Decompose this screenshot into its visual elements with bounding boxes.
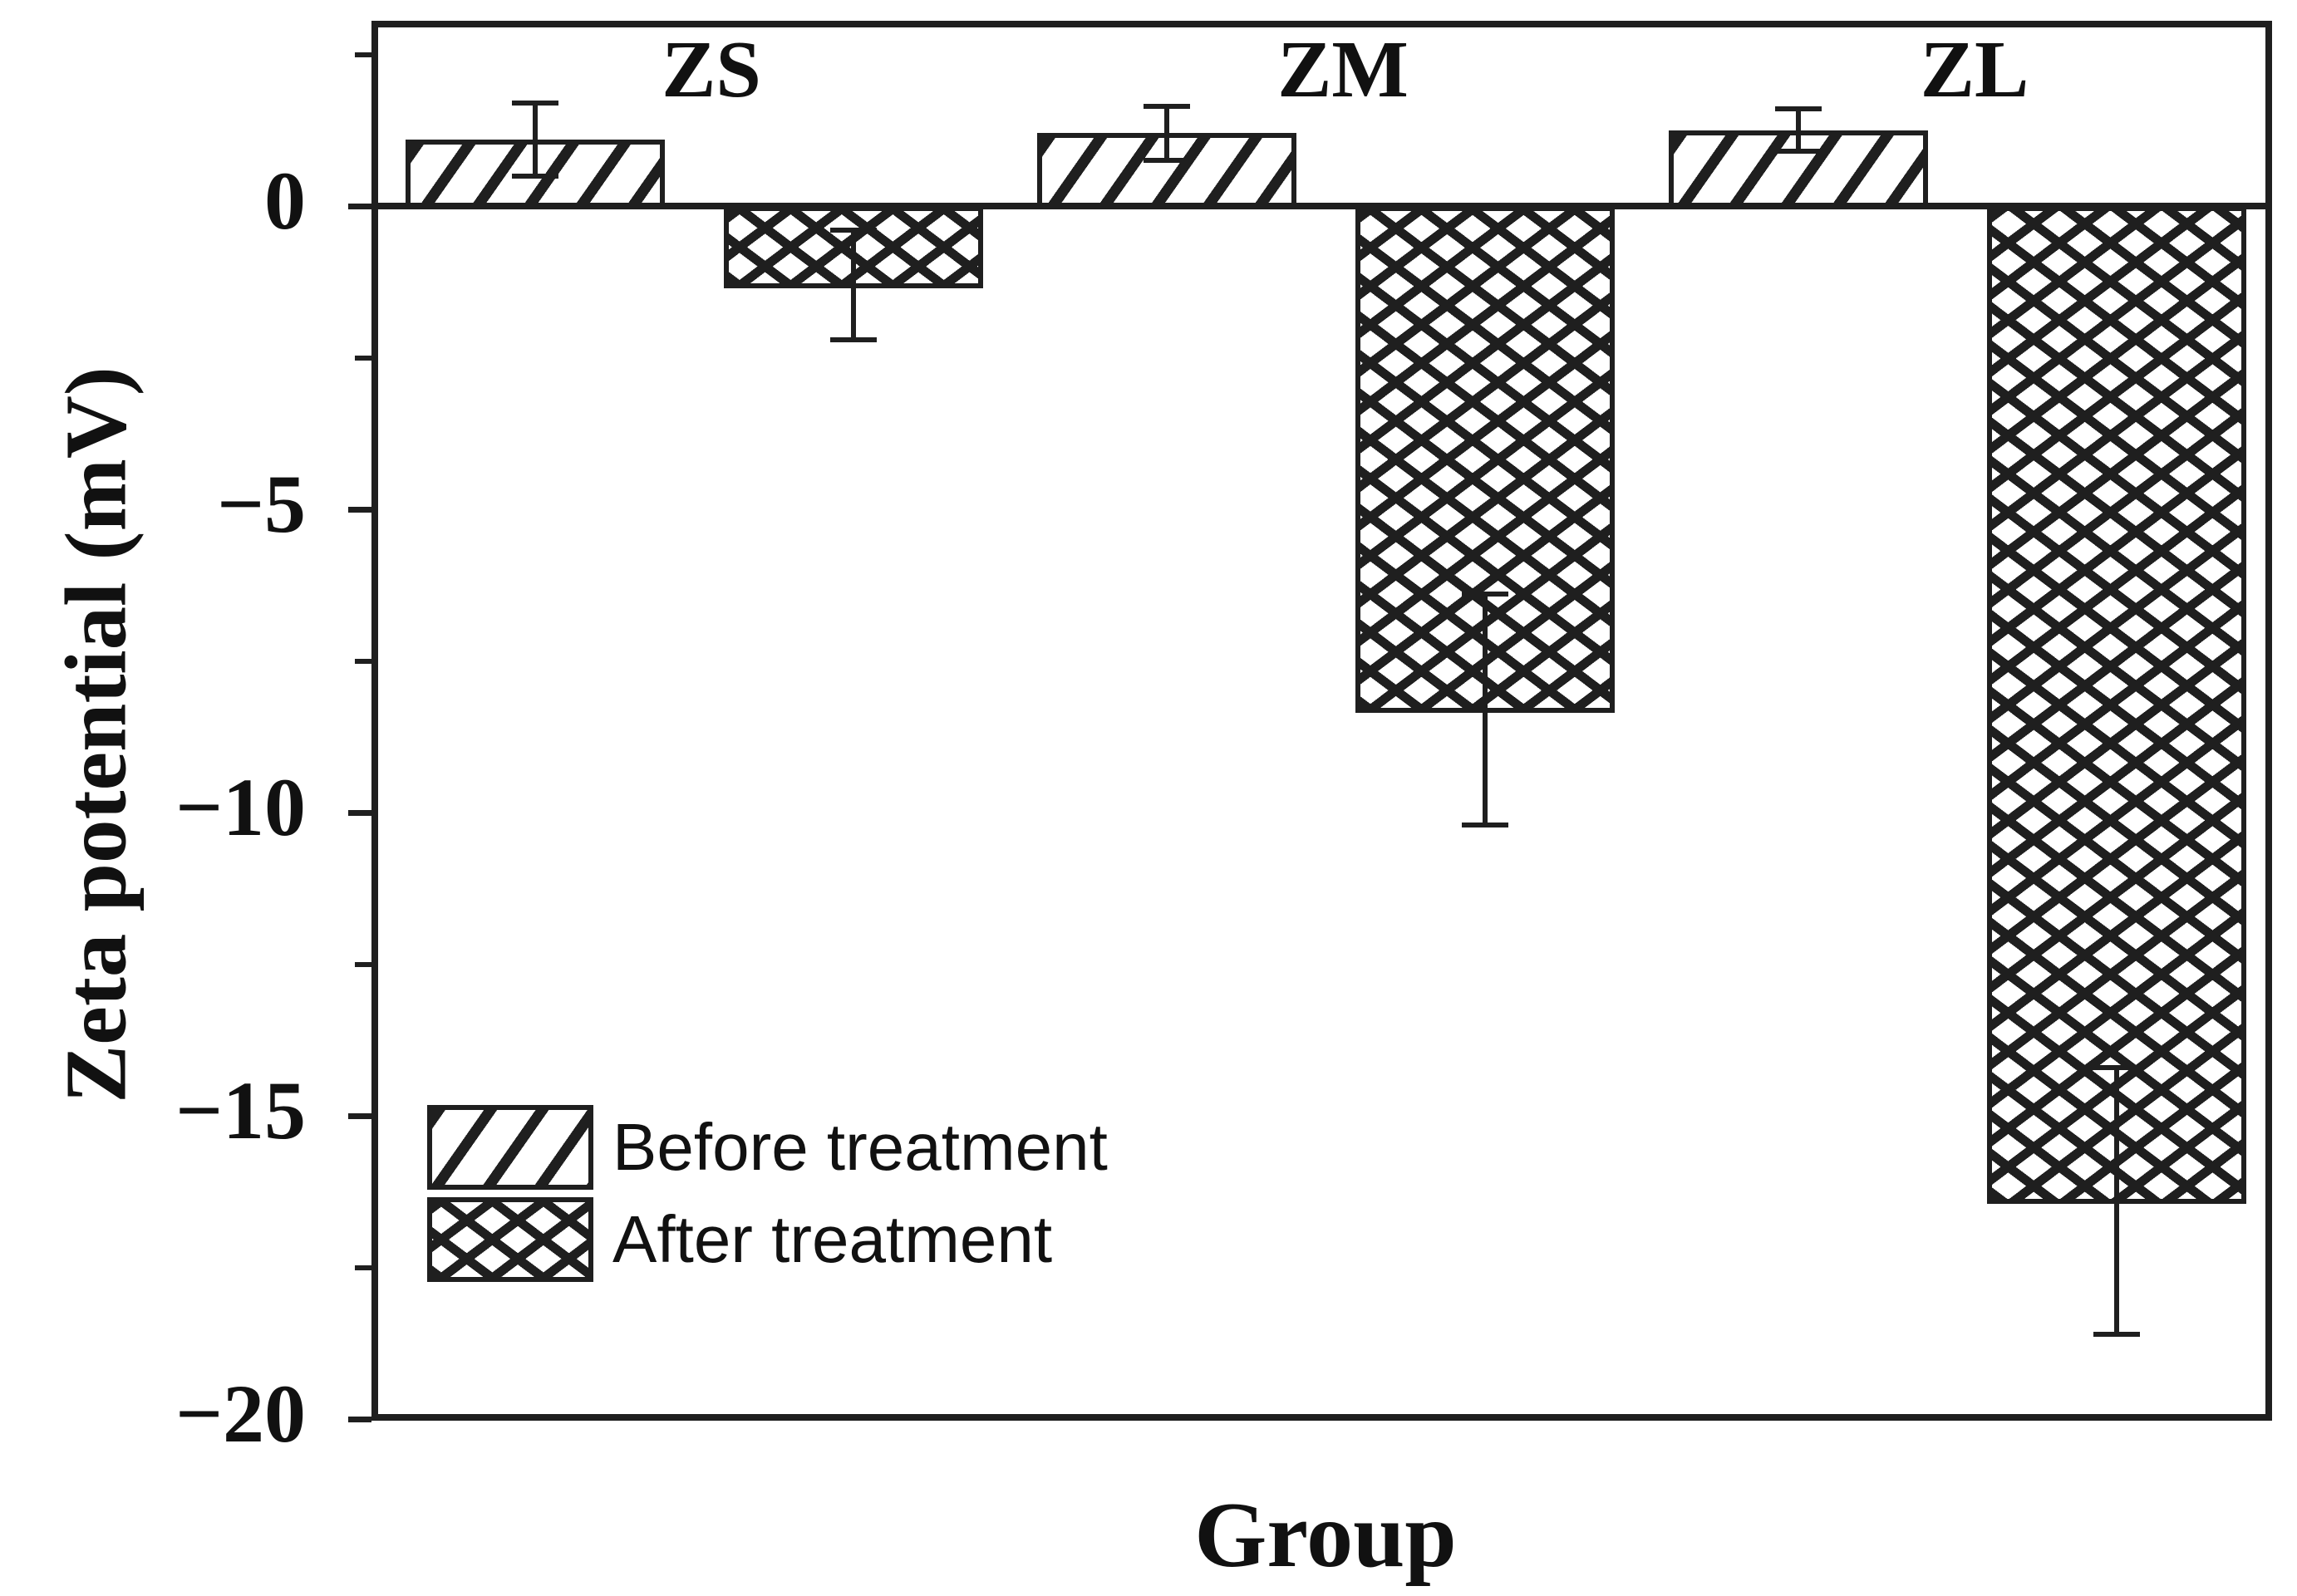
error-bar-zs-after	[851, 230, 856, 340]
group-label-zm: ZM	[1277, 25, 1409, 115]
bar-zl-after	[1987, 206, 2246, 1205]
error-bar-zl-after	[2114, 1067, 2119, 1334]
zero-baseline	[375, 203, 2272, 209]
y-major-tick-−20	[348, 1416, 371, 1422]
y-minor-tick-−2.5	[355, 355, 371, 361]
error-cap-upper-zs-after	[830, 228, 877, 233]
y-tick-label-−20: −20	[175, 1368, 306, 1460]
y-tick-label-−10: −10	[175, 761, 306, 853]
y-minor-tick-−12.5	[355, 961, 371, 967]
y-tick-label-−5: −5	[217, 458, 306, 550]
group-label-zs: ZS	[662, 25, 761, 115]
legend-swatch-before-diagonal-hatch-icon	[427, 1105, 593, 1190]
error-cap-lower-zl-after	[2093, 1331, 2140, 1337]
y-tick-label-−15: −15	[175, 1064, 306, 1156]
error-cap-upper-zs-before	[512, 100, 558, 106]
error-cap-lower-zm-before	[1144, 158, 1190, 164]
error-bar-zm-after	[1483, 594, 1488, 825]
error-bar-zs-before	[533, 102, 538, 176]
legend-label-after-treatment: After treatment	[612, 1202, 1053, 1276]
y-minor-tick-−17.5	[355, 1265, 371, 1270]
y-tick-label-0: 0	[264, 155, 306, 247]
group-label-zl: ZL	[1920, 25, 2029, 115]
error-bar-zl-before	[1796, 109, 1801, 152]
legend-swatch-after-cross-hatch-icon	[427, 1197, 593, 1282]
y-major-tick-−5	[348, 506, 371, 513]
error-cap-upper-zl-after	[2093, 1064, 2140, 1070]
error-cap-upper-zm-after	[1462, 592, 1508, 597]
error-cap-lower-zm-after	[1462, 822, 1508, 827]
y-major-tick-−10	[348, 809, 371, 816]
y-minor-tick-−7.5	[355, 658, 371, 664]
x-axis-title: Group	[1194, 1484, 1457, 1587]
error-cap-lower-zl-before	[1775, 149, 1822, 155]
bar-zl-before	[1669, 130, 1928, 209]
legend-label-before-treatment: Before treatment	[612, 1110, 1108, 1184]
y-major-tick-−15	[348, 1112, 371, 1119]
error-cap-upper-zm-before	[1144, 103, 1190, 109]
bar-zm-before	[1037, 133, 1296, 209]
y-major-tick-0	[348, 203, 371, 209]
error-cap-upper-zl-before	[1775, 106, 1822, 112]
error-bar-zm-before	[1164, 106, 1169, 161]
bar-zm-after	[1355, 206, 1615, 713]
error-cap-lower-zs-before	[512, 173, 558, 179]
y-minor-tick-2.5	[355, 52, 371, 57]
error-cap-lower-zs-after	[830, 336, 877, 342]
